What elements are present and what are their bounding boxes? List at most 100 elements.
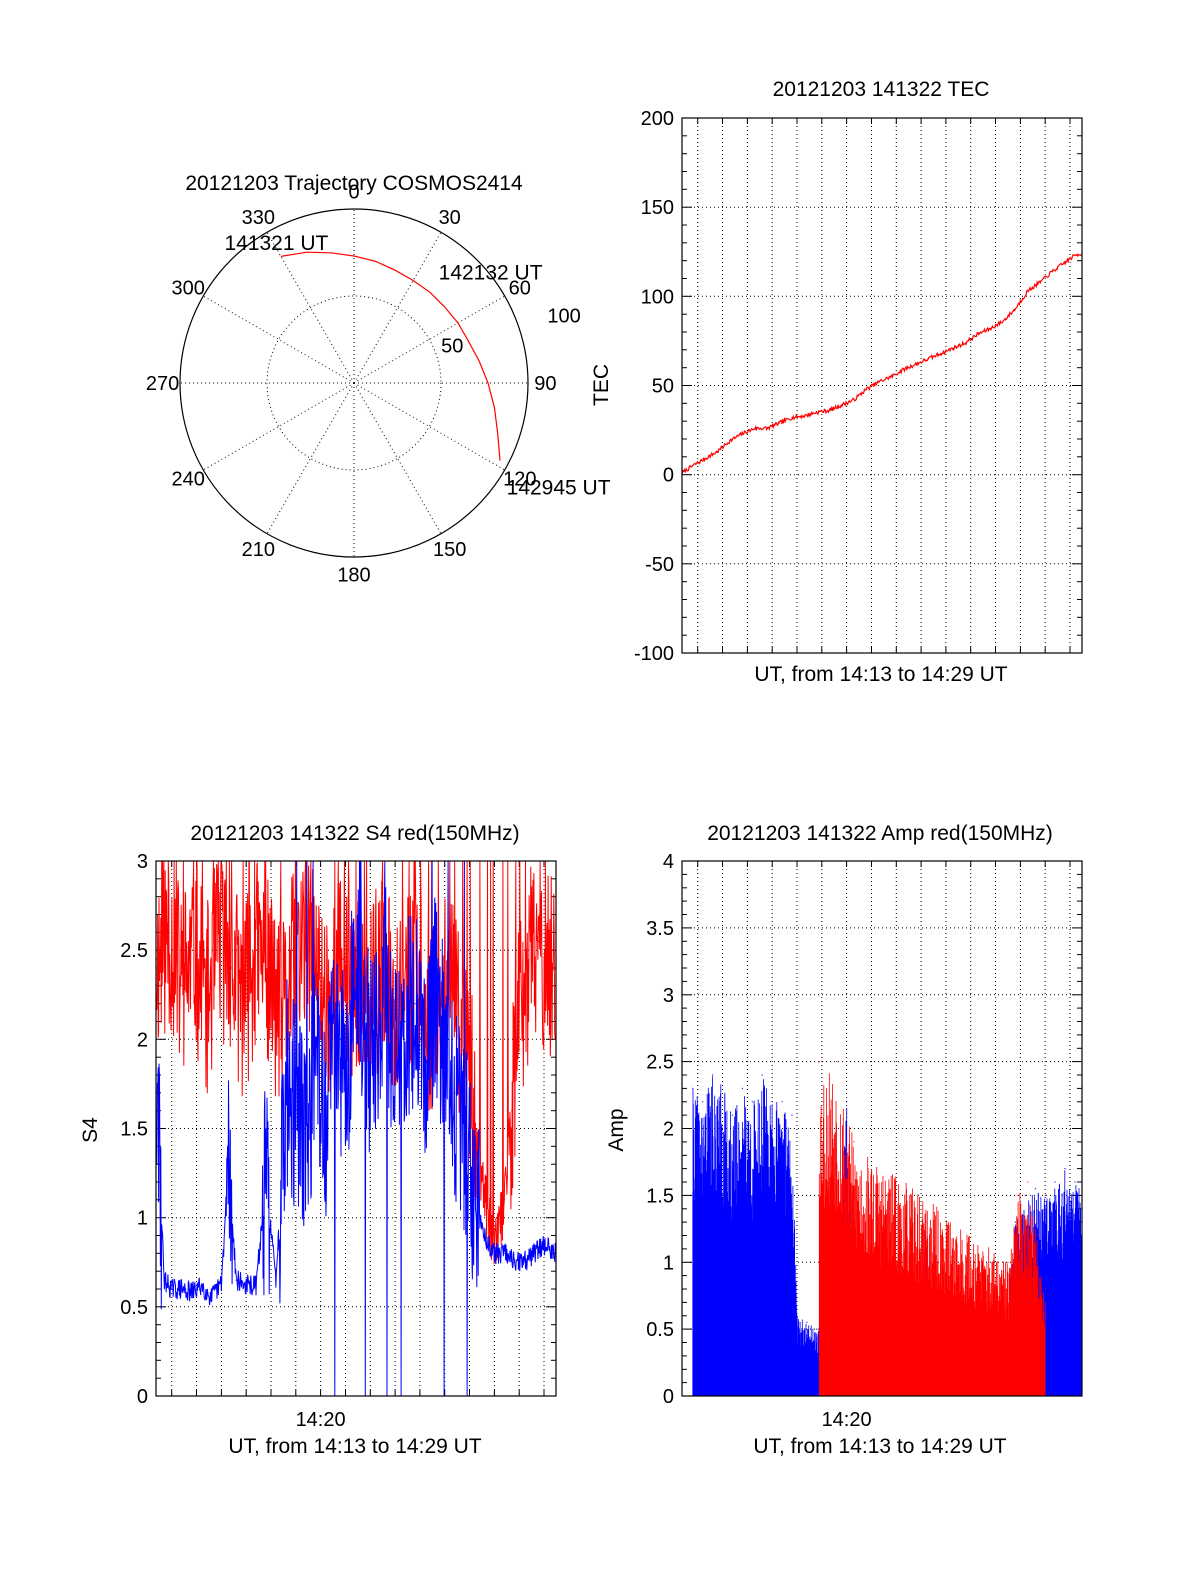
- tec-chart: 20121203 141322 TEC -100-50050100150200 …: [590, 78, 1083, 686]
- polar-angle-label-150: 150: [433, 539, 466, 561]
- s4-series-0-point-15: [342, 958, 344, 960]
- polar-angle-label-270: 270: [146, 373, 179, 395]
- amp-series-1-point-6: [1037, 1234, 1039, 1237]
- amp-series-0-point-5: [741, 1087, 744, 1089]
- amp-series-0-point-34: [1024, 1194, 1026, 1196]
- polar-angle-label-30: 30: [439, 207, 461, 229]
- s4-ytick-label-5: 2.5: [120, 940, 148, 962]
- polar-ring-50: [266, 295, 442, 471]
- amp-series-0-point-37: [1054, 1181, 1056, 1183]
- tec-series-0: [682, 252, 1082, 475]
- amp-series-1: [818, 1061, 1046, 1396]
- polar-outer-circle: [179, 208, 529, 558]
- polar-annotation-1: 142132 UT: [439, 261, 543, 284]
- polar-annotation-2: 142945 UT: [507, 476, 611, 499]
- tec-series-group: [682, 252, 1082, 475]
- amp-series-0-point-12: [806, 1321, 808, 1323]
- amp-series-0-point-33: [1014, 1221, 1017, 1223]
- s4-ytick-label-3: 1.5: [120, 1119, 148, 1141]
- amp-series-0-point-36: [1044, 1194, 1046, 1196]
- amp-ytick-label-7: 3.5: [646, 918, 674, 940]
- s4-x-axis-label: UT, from 14:13 to 14:29 UT: [228, 1435, 481, 1458]
- amp-series-1-point-2: [853, 1141, 855, 1143]
- s4-series-group: [156, 861, 556, 1396]
- s4-series-1-point-26: [404, 1020, 406, 1023]
- amp-ytick-label-0: 0: [663, 1386, 674, 1408]
- s4-series-0: [156, 861, 556, 1265]
- tec-y-axis-label: TEC: [590, 364, 613, 406]
- s4-series-0-point-2: [181, 985, 183, 987]
- polar-angle-label-180: 180: [337, 564, 370, 586]
- s4-series-1: [156, 861, 556, 1396]
- polar-radial-labels: 50 100: [441, 306, 581, 358]
- tec-ticks: -100 -50 0 50 100 150 200: [634, 108, 1082, 665]
- amp-series-0-point-3: [721, 1081, 724, 1083]
- amp-series-clip: [692, 1061, 1082, 1396]
- amp-series-1-point-1: [836, 1061, 838, 1063]
- polar-angle-label-210: 210: [242, 539, 275, 561]
- s4-ytick-label-4: 2: [137, 1029, 148, 1051]
- tec-x-axis-label: UT, from 14:13 to 14:29 UT: [754, 663, 1007, 686]
- amp-plot-frame: [681, 860, 1083, 1397]
- amp-series-1-point-3: [1007, 1261, 1009, 1263]
- polar-angle-label-330: 330: [242, 207, 275, 229]
- amp-ytick-label-2: 1: [663, 1252, 674, 1274]
- s4-series-line-red: [156, 861, 556, 1265]
- polar-angle-labels: 0 30 60 90 120 150 180 210 240 270 300 330: [146, 182, 557, 587]
- tec-ytick-label-1: -50: [645, 554, 674, 576]
- amp-series-0-point-10: [791, 1114, 793, 1116]
- amp-xtick-label-0: 14:20: [822, 1409, 872, 1431]
- amp-chart: 20121203 141322 Amp red(150MHz) 0 0.5 1 1.5…: [605, 822, 1083, 1458]
- s4-y-axis-label: S4: [79, 1117, 102, 1143]
- amp-chart-title: 20121203 141322 Amp red(150MHz): [707, 822, 1053, 845]
- s4-series-1-point-21: [354, 949, 356, 951]
- amp-series-0-point-7: [761, 1074, 763, 1076]
- tec-ytick-label-5: 150: [641, 197, 674, 219]
- amp-series-1-point-0: [818, 1061, 820, 1063]
- s4-chart: 20121203 141322 S4 red(150MHz) 0 0.5 1 1.5 2…: [79, 822, 557, 1458]
- polar-spoke-150: [353, 382, 442, 534]
- amp-ytick-label-6: 3: [663, 985, 674, 1007]
- polar-angle-label-240: 240: [172, 469, 205, 491]
- tec-grid: [682, 118, 1082, 653]
- amp-series-1-point-5: [1027, 1181, 1029, 1183]
- trajectory-series-line: [280, 251, 501, 461]
- s4-ytick-label-6: 3: [137, 851, 148, 873]
- amp-ytick-label-3: 1.5: [646, 1185, 674, 1207]
- amp-series-1-point-7: [1044, 1288, 1046, 1290]
- tec-ytick-label-0: -100: [634, 643, 674, 665]
- amp-series-0-point-38: [1064, 1168, 1066, 1170]
- s4-ytick-label-2: 1: [137, 1208, 148, 1230]
- polar-spoke-120: [353, 382, 505, 471]
- s4-series-clip: [156, 861, 556, 1396]
- polar-spoke-240: [203, 382, 355, 471]
- tec-ytick-label-6: 200: [641, 108, 674, 130]
- amp-ytick-label-8: 4: [663, 851, 674, 873]
- amp-series-0-point-4: [731, 1114, 734, 1116]
- amp-ytick-label-1: 0.5: [646, 1319, 674, 1341]
- tec-chart-title: 20121203 141322 TEC: [773, 78, 990, 101]
- s4-plot-frame: [155, 860, 557, 1397]
- amp-ytick-label-5: 2.5: [646, 1052, 674, 1074]
- s4-series-line-blue: [156, 861, 556, 1396]
- polar-annotations: 141321 UT 142132 UT 142945 UT: [224, 232, 610, 499]
- amp-series-0-point-35: [1034, 1188, 1036, 1190]
- polar-spoke-300: [203, 295, 355, 384]
- polar-spoke-30: [353, 232, 442, 384]
- tec-plot-frame: [681, 117, 1083, 654]
- polar-radial-label-50: 50: [441, 336, 463, 358]
- amp-series-0-point-13: [816, 1328, 818, 1330]
- polar-chart-title: 20121203 Trajectory COSMOS2414: [185, 172, 523, 195]
- amp-series-0-point-1: [702, 1101, 704, 1103]
- amp-x-axis-label: UT, from 14:13 to 14:29 UT: [753, 1435, 1006, 1458]
- amp-series-0-point-9: [781, 1101, 783, 1103]
- amp-series-0-point-8: [771, 1101, 773, 1103]
- s4-series-1-point-27: [414, 1003, 416, 1005]
- tec-series-0-point-8: [779, 422, 781, 424]
- amp-series-0-point-39: [1074, 1181, 1076, 1183]
- amp-series-spikes-red: [818, 1073, 1046, 1396]
- amp-series-0-point-16: [846, 1101, 848, 1103]
- tec-ytick-label-4: 100: [641, 286, 674, 308]
- amp-series-0-point-6: [751, 1101, 753, 1103]
